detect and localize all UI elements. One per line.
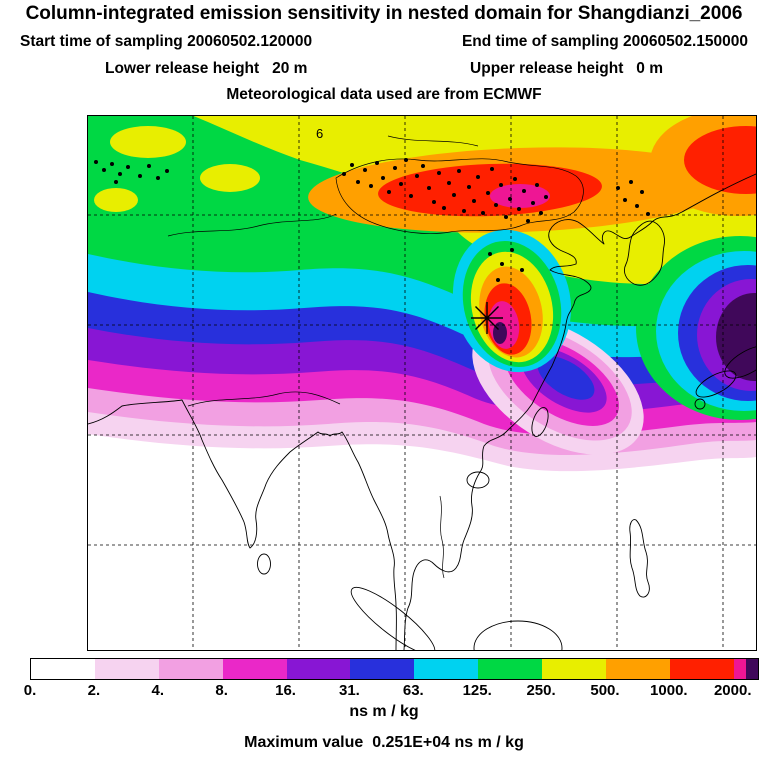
colorbar-tick-label: 125. <box>462 682 492 699</box>
colorbar-segment <box>745 659 759 679</box>
colorbar-segment <box>31 659 95 679</box>
colorbar-ticks: 0. 2. 4. 8. 16. 31. 63. 125. 250. 500. 1000. 2000. <box>24 682 757 700</box>
figure-title-wrap: Column-integrated emission sensitivity i… <box>0 3 768 27</box>
colorbar-tick-label: 2000. <box>713 682 752 699</box>
colorbar-segment <box>414 659 479 679</box>
colorbar-tick-label: 31. <box>338 682 360 699</box>
map-annotation-6: 6 <box>316 126 323 141</box>
country-borders <box>167 135 584 579</box>
colorbar-tick-label: 4. <box>151 682 165 699</box>
start-time-text: Start time of sampling 20060502.120000 <box>20 33 313 50</box>
colorbar-tick-label: 63. <box>402 682 424 699</box>
grid-lines <box>88 116 756 650</box>
map-plot: 6 <box>88 116 756 650</box>
colorbar-tick-label: 16. <box>275 682 296 699</box>
end-time-text: End time of sampling 20060502.150000 <box>461 33 748 50</box>
colorbar-units-label: ns m / kg <box>349 703 419 720</box>
colorbar-tick-label: 2. <box>87 682 101 699</box>
met-data-line: Meteorological data used are from ECMWF <box>0 86 768 104</box>
colorbar-segment <box>478 659 543 679</box>
map-panel: 6 <box>87 115 757 651</box>
colorbar <box>30 658 759 680</box>
colorbar-segment <box>286 659 351 679</box>
colorbar-segment <box>606 659 670 679</box>
sensitivity-field <box>88 116 756 650</box>
station-dots <box>94 158 650 282</box>
colorbar-tick-label: 500. <box>590 682 620 699</box>
met-data-text: Meteorological data used are from ECMWF <box>226 86 542 103</box>
colorbar-segment <box>542 659 607 679</box>
colorbar-segment <box>158 659 223 679</box>
colorbar-segment <box>94 659 159 679</box>
colorbar-tick-label: 8. <box>215 682 228 699</box>
figure-title: Column-integrated emission sensitivity i… <box>25 3 743 24</box>
colorbar-segment <box>222 659 287 679</box>
release-heights-line: Lower release height 20 m Upper release … <box>0 60 768 78</box>
colorbar-segment <box>733 659 746 679</box>
max-value-label: Maximum value 0.251E+04 ns m / kg <box>244 734 524 751</box>
colorbar-tick-label: 1000. <box>650 682 688 699</box>
colorbar-tick-label: 0. <box>23 682 37 699</box>
colorbar-segment <box>669 659 734 679</box>
colorbar-segment <box>350 659 415 679</box>
sampling-times-line: Start time of sampling 20060502.120000 E… <box>0 33 768 51</box>
colorbar-tick-label: 250. <box>526 682 556 699</box>
lower-release-height-text: Lower release height 20 m <box>105 60 308 77</box>
source-marker-icon <box>471 302 503 334</box>
upper-release-height-text: Upper release height 0 m <box>470 60 663 77</box>
coastlines <box>88 173 756 650</box>
